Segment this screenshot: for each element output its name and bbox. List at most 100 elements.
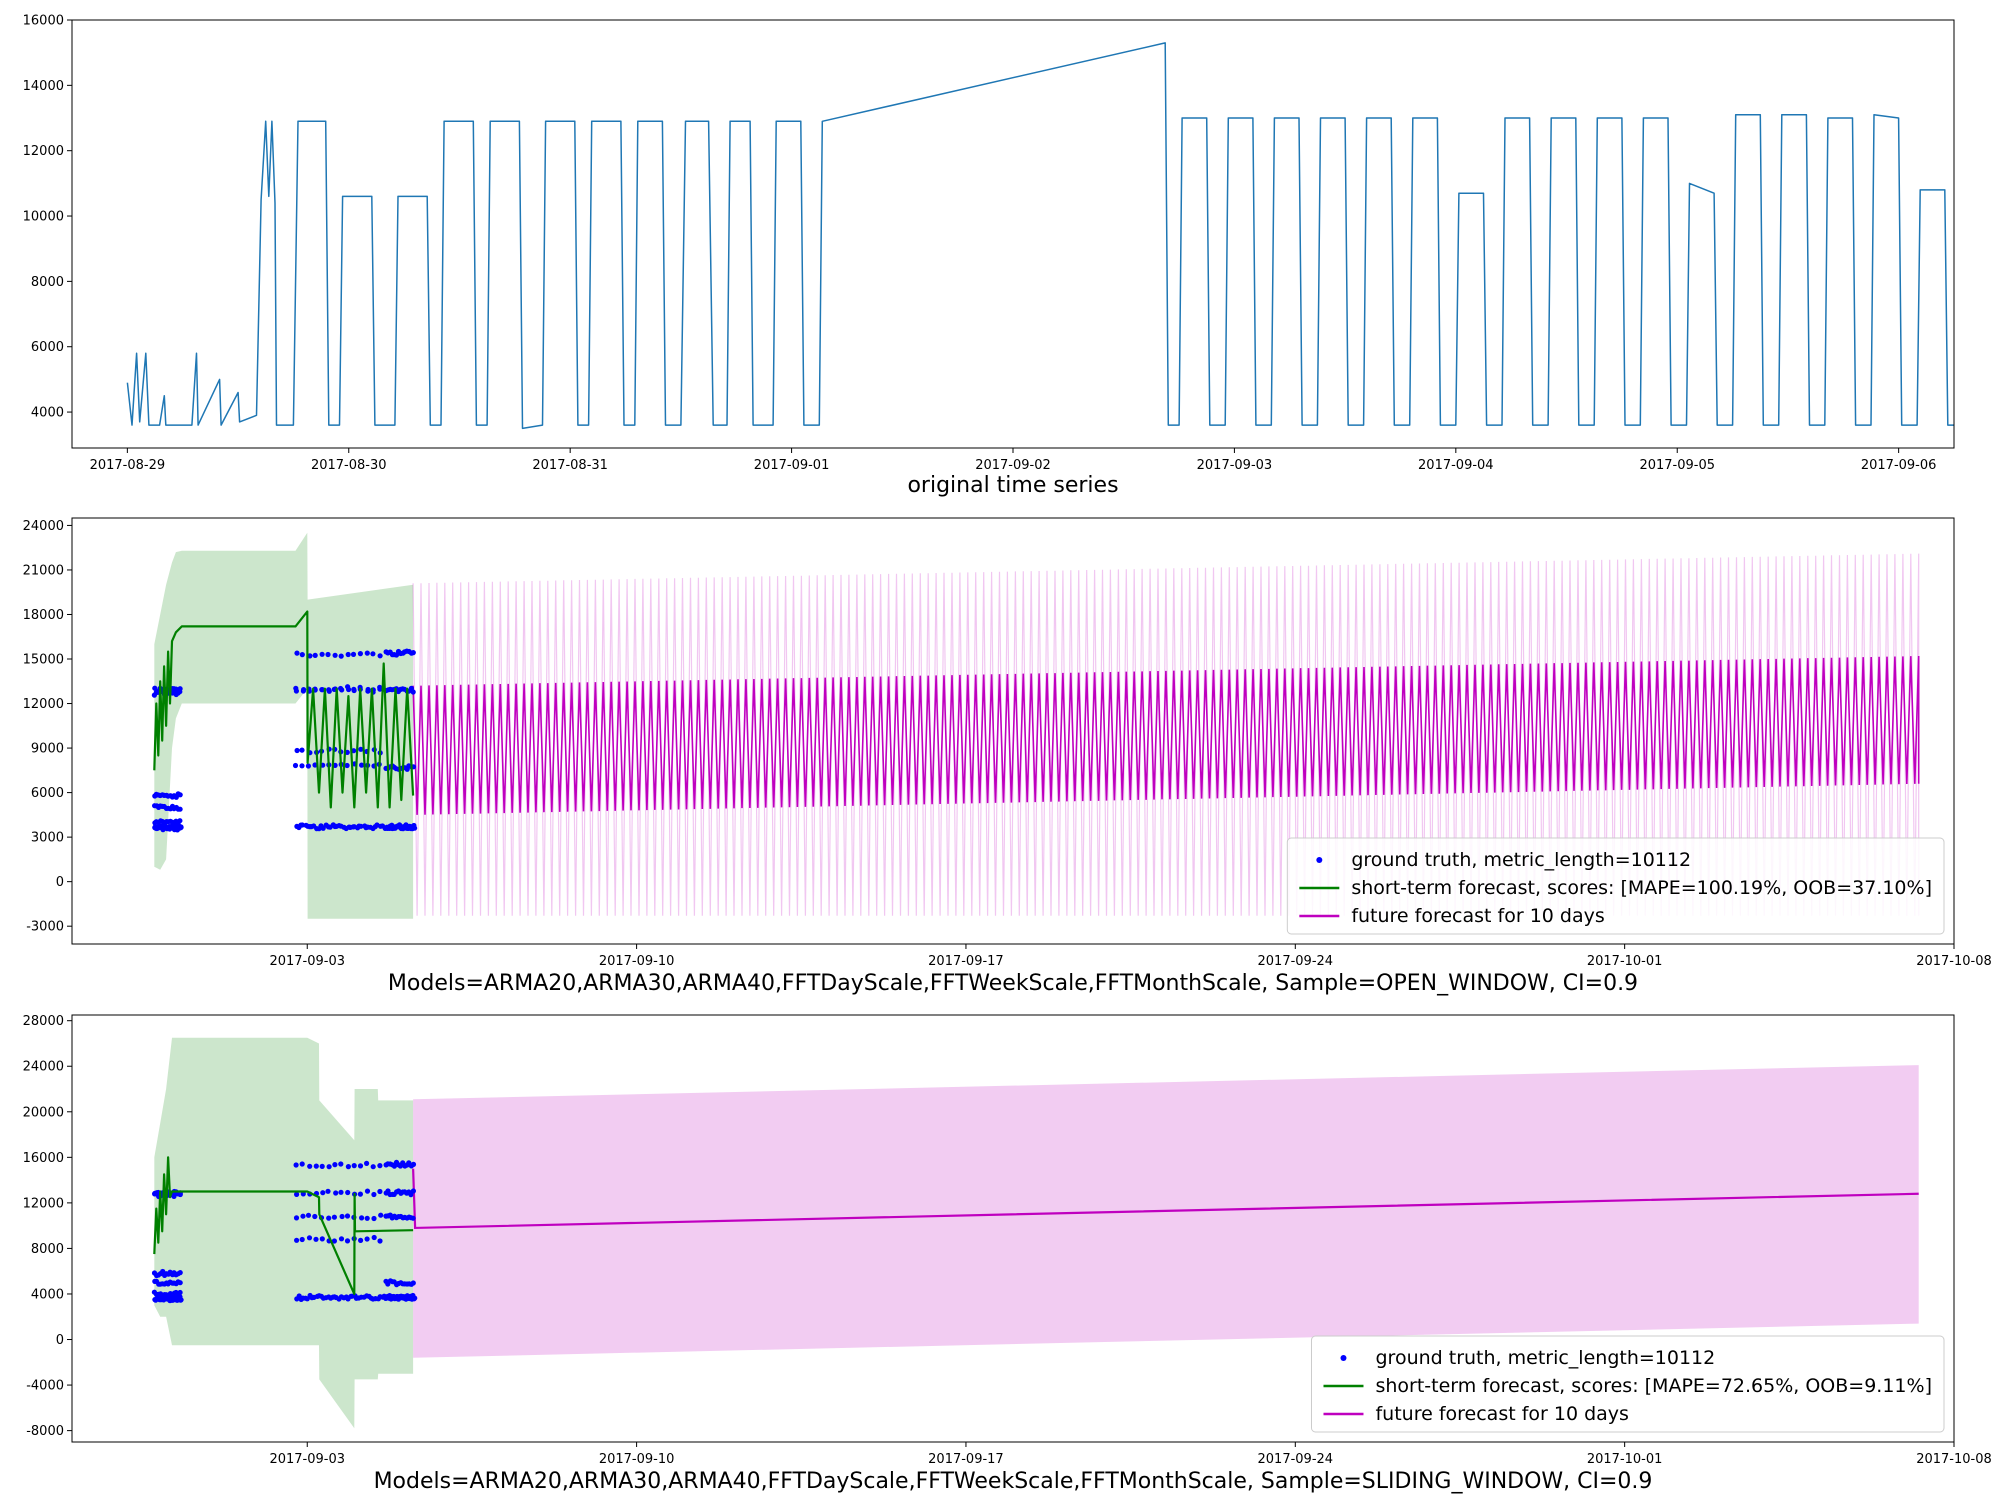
x-tick-label: 2017-09-06 <box>1861 458 1937 473</box>
chart-panel-1: 4000 6000 8000 10000 12000 14000 16000 2017-08-… <box>23 14 1955 498</box>
ground-truth-point <box>319 1236 325 1242</box>
ground-truth-point <box>377 684 383 690</box>
x-tick-label: 2017-09-24 <box>1258 1452 1334 1467</box>
ground-truth-point <box>377 653 383 659</box>
y-tick-label: 14000 <box>23 79 64 94</box>
ground-truth-point <box>410 689 416 695</box>
ground-truth-point <box>326 1164 332 1170</box>
y-tick-label: 24000 <box>23 1060 64 1075</box>
ground-truth-point <box>332 652 338 658</box>
ground-truth-point <box>364 1188 371 1194</box>
x-tick-label: 2017-09-03 <box>1197 458 1273 473</box>
ground-truth-point <box>292 762 299 769</box>
ground-truth-point <box>371 1191 377 1198</box>
y-tick-label: 18000 <box>23 608 64 623</box>
y-tick-label: 21000 <box>23 563 64 578</box>
y-tick-label: 3000 <box>31 831 64 846</box>
ground-truth-point <box>344 762 350 769</box>
x-tick-label: 2017-08-31 <box>532 458 608 473</box>
ground-truth-point <box>358 746 364 752</box>
ground-truth-point <box>307 653 313 659</box>
plot-area <box>151 532 1920 919</box>
ground-truth-point <box>338 1189 344 1195</box>
ground-truth-point <box>377 1238 383 1244</box>
ground-truth-point <box>345 1164 351 1170</box>
y-tick-label: -8000 <box>26 1424 64 1439</box>
legend-box <box>1286 837 1945 935</box>
ground-truth-point <box>319 1163 325 1169</box>
ground-truth-point <box>293 1215 300 1221</box>
ground-truth-point <box>344 1238 351 1244</box>
ground-truth-point <box>313 1163 319 1169</box>
y-tick-label: 0 <box>56 1333 64 1348</box>
x-tick-label: 2017-09-03 <box>269 954 345 969</box>
ground-truth-point <box>299 822 305 828</box>
ground-truth-point <box>178 1297 184 1303</box>
x-tick-label: 2017-10-01 <box>1587 954 1663 969</box>
x-tick-label: 2017-09-24 <box>1258 954 1334 969</box>
ground-truth-point <box>319 651 325 657</box>
ground-truth-point <box>338 1161 344 1167</box>
ground-truth-point <box>299 763 305 769</box>
ground-truth-point <box>412 1295 418 1301</box>
ground-truth-point <box>294 1237 300 1243</box>
y-tick-label: 12000 <box>23 1196 64 1211</box>
ground-truth-point <box>325 651 331 658</box>
ground-truth-point <box>339 1213 345 1220</box>
ground-truth-point <box>345 1189 351 1196</box>
ground-truth-point <box>351 687 357 694</box>
x-tick-label: 2017-09-04 <box>1418 458 1494 473</box>
ground-truth-point <box>301 687 307 693</box>
x-tick-label: 2017-09-02 <box>975 458 1051 473</box>
ground-truth-point <box>365 686 371 693</box>
legend-entry-label: short-term forecast, scores: [MAPE=100.1… <box>1351 877 1932 899</box>
ground-truth-point <box>344 1213 351 1219</box>
ground-truth-point <box>307 1163 313 1169</box>
plot-area <box>151 1037 1919 1429</box>
plot-area <box>126 42 1954 430</box>
ground-truth-point <box>177 806 183 812</box>
legend-entry-label: ground truth, metric_length=10112 <box>1375 1347 1715 1369</box>
ground-truth-point <box>326 687 332 693</box>
y-tick-label: 20000 <box>23 1105 64 1120</box>
y-tick-label: 4000 <box>31 1287 64 1302</box>
series-line-1 <box>126 42 1954 430</box>
ground-truth-point <box>412 825 418 831</box>
short-term-confidence-band <box>154 1037 414 1429</box>
ground-truth-point <box>293 685 299 691</box>
legend-marker-dot <box>1316 857 1323 863</box>
y-tick-label: 16000 <box>23 1151 64 1166</box>
ground-truth-point <box>410 1188 416 1194</box>
short-term-forecast-line <box>153 610 415 809</box>
ground-truth-point <box>345 651 351 658</box>
ground-truth-point <box>358 1237 364 1243</box>
y-tick-label: 0 <box>56 875 64 890</box>
x-tick-label: 2017-09-01 <box>754 458 830 473</box>
axes-frame <box>71 1014 1955 1443</box>
ground-truth-point <box>177 686 183 692</box>
ground-truth-point <box>305 1212 312 1218</box>
ground-truth-point <box>177 818 183 824</box>
y-tick-label: 10000 <box>23 210 64 225</box>
ground-truth-point <box>294 1191 300 1197</box>
ground-truth-point <box>331 1238 337 1244</box>
chart-panel-2: -3000 0 3000 6000 9000 12000 15000 18000 21000 24… <box>23 517 1992 996</box>
x-tick-label: 2017-09-17 <box>928 1452 1004 1467</box>
ground-truth-point <box>177 1280 183 1286</box>
ground-truth-point <box>320 1190 326 1196</box>
ground-truth-point <box>305 763 311 769</box>
y-tick-label: -4000 <box>26 1379 64 1394</box>
chart-title: original time series <box>907 473 1118 498</box>
ground-truth-point <box>345 684 351 690</box>
ground-truth-point <box>357 1163 364 1169</box>
ground-truth-point <box>312 652 318 659</box>
ground-truth-point <box>177 792 183 798</box>
x-tick-label: 2017-09-10 <box>599 1452 675 1467</box>
y-tick-label: 24000 <box>23 519 64 534</box>
ground-truth-point <box>357 684 363 690</box>
ground-truth-point <box>357 651 363 657</box>
ground-truth-point <box>326 1215 332 1221</box>
ground-truth-point <box>293 1162 299 1168</box>
chart-panel-3: -8000 -4000 0 4000 8000 12000 16000 20000 24000 2… <box>23 1014 1992 1494</box>
ground-truth-point <box>410 1215 416 1221</box>
